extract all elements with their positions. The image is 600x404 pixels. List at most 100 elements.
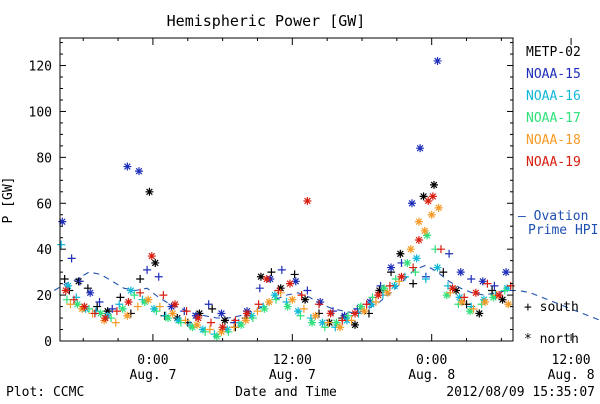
x-tick-date: Aug. 8 — [408, 368, 455, 383]
north-point — [489, 293, 498, 302]
north-point — [375, 286, 384, 295]
ovation-label-line1: — Ovation — [518, 209, 588, 224]
south-point — [315, 300, 324, 309]
north-point — [335, 323, 344, 332]
x-tick-time: 12:00 — [552, 353, 591, 368]
north-point — [374, 291, 383, 300]
x-tick-date: Aug. 7 — [129, 368, 176, 383]
south-point — [467, 275, 476, 284]
legend-south-marker: + south — [524, 300, 579, 315]
north-point — [351, 320, 360, 329]
north-point — [326, 309, 335, 318]
south-point — [136, 288, 145, 297]
north-point — [193, 320, 202, 329]
footer-timestamp: 2012/08/09 15:35:07 — [446, 385, 595, 400]
north-point — [495, 291, 504, 300]
north-point — [241, 316, 250, 325]
north-point — [471, 288, 480, 297]
north-point — [150, 304, 159, 313]
y-axis-label: P [GW] — [1, 177, 16, 224]
north-point — [455, 293, 464, 302]
north-point — [288, 295, 297, 304]
north-point — [448, 284, 457, 293]
south-point — [274, 286, 283, 295]
north-point — [351, 309, 360, 318]
south-point — [411, 268, 420, 277]
north-point — [174, 316, 183, 325]
south-point — [362, 300, 371, 309]
north-point — [86, 288, 95, 297]
y-tick-label: 80 — [36, 151, 52, 166]
y-tick-label: 120 — [29, 60, 52, 75]
south-point — [409, 263, 418, 272]
south-point — [296, 311, 305, 320]
south-point — [75, 277, 84, 286]
south-point — [181, 316, 190, 325]
south-point — [224, 327, 233, 336]
south-point — [460, 293, 469, 302]
south-point — [112, 307, 121, 316]
x-tick-time: 0:00 — [416, 353, 447, 368]
south-point — [60, 275, 69, 284]
south-point — [182, 307, 191, 316]
y-tick-label: 0 — [44, 335, 52, 350]
south-point — [133, 302, 142, 311]
south-point — [231, 316, 240, 325]
north-point — [301, 295, 310, 304]
south-point — [201, 327, 210, 336]
north-point — [428, 192, 437, 201]
north-point — [265, 297, 274, 306]
north-point — [423, 231, 432, 240]
y-tick-label: 40 — [36, 243, 52, 258]
south-point — [111, 318, 120, 327]
north-point — [427, 210, 436, 219]
north-point — [498, 295, 507, 304]
south-point — [344, 311, 353, 320]
north-point — [276, 284, 285, 293]
north-point — [168, 309, 177, 318]
south-point — [66, 300, 75, 309]
south-point — [297, 291, 306, 300]
south-point — [115, 300, 124, 309]
y-tick-label: 20 — [36, 289, 52, 304]
legend-north-marker: * north — [524, 332, 579, 347]
south-point — [57, 240, 66, 249]
north-point — [220, 316, 229, 325]
north-point — [294, 307, 303, 316]
north-point — [406, 245, 415, 254]
north-point — [194, 314, 203, 323]
north-point — [481, 297, 490, 306]
north-point — [283, 302, 292, 311]
north-point — [217, 327, 226, 336]
north-point — [433, 56, 442, 65]
north-point — [164, 314, 173, 323]
north-point — [412, 254, 421, 263]
south-point — [385, 281, 394, 290]
north-point — [64, 281, 73, 290]
north-point — [387, 263, 396, 272]
north-point — [144, 295, 153, 304]
south-point — [90, 309, 99, 318]
ovation-hpi-series — [53, 264, 600, 321]
north-point — [217, 309, 226, 318]
north-point — [457, 297, 466, 306]
legend-entry-metp-02: METP-02 — [526, 45, 581, 60]
y-tick-label: 60 — [36, 197, 52, 212]
north-point — [256, 272, 265, 281]
y-tick-label: 100 — [29, 105, 52, 120]
series-noaa-16 — [57, 240, 512, 339]
north-point — [479, 295, 488, 304]
x-tick-time: 12:00 — [273, 353, 312, 368]
north-point — [383, 288, 392, 297]
south-point — [154, 272, 163, 281]
north-point — [145, 187, 154, 196]
north-point — [291, 277, 300, 286]
south-point — [267, 268, 276, 277]
north-point — [123, 311, 132, 320]
x-tick-date: Aug. 7 — [269, 368, 316, 383]
north-point — [403, 258, 412, 267]
south-point — [299, 304, 308, 313]
legend-entry-noaa-18: NOAA-18 — [526, 133, 581, 148]
